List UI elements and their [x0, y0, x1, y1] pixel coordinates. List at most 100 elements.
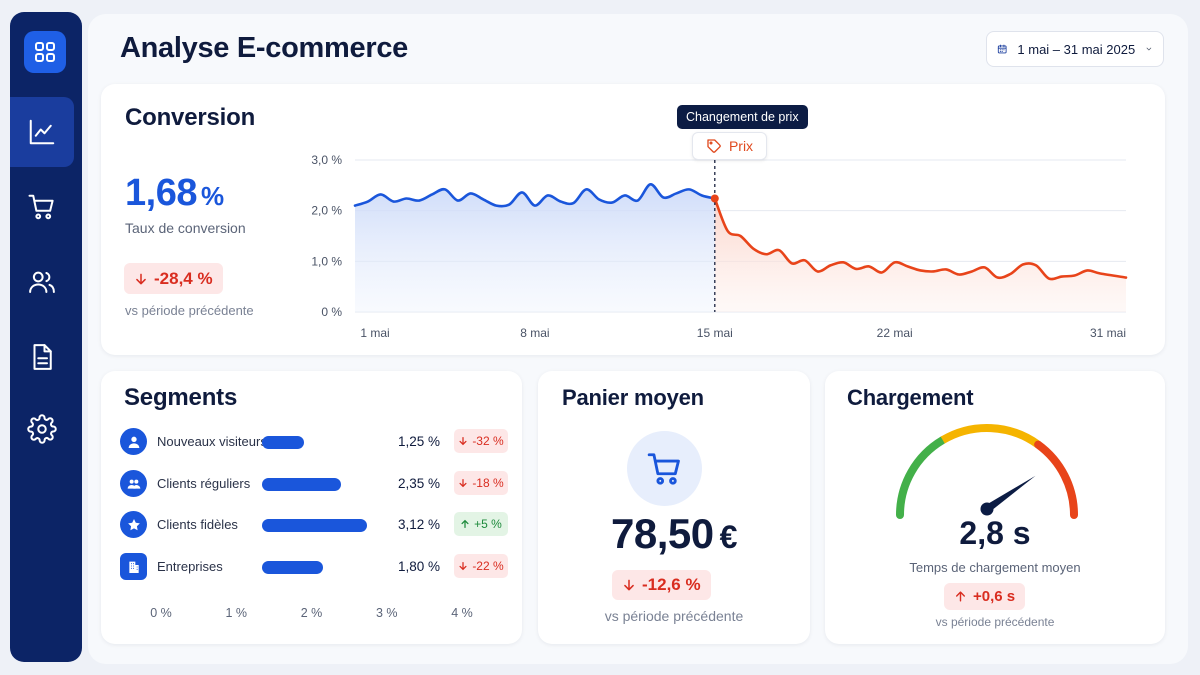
gauge-segment-warn	[940, 424, 1041, 448]
segment-row[interactable]: Nouveaux visiteurs 1,25 % -32 %	[120, 428, 510, 456]
segment-row[interactable]: Entreprises 1,80 % -22 %	[120, 553, 510, 581]
x-tick-label: 22 mai	[877, 326, 913, 340]
segment-bar	[262, 561, 323, 574]
conversion-rate-value: 1,68%	[125, 172, 224, 215]
segment-delta-value: -22 %	[472, 559, 504, 573]
load-time-delta-badge: +0,6 s	[944, 583, 1026, 610]
arrow-down-icon	[459, 562, 467, 571]
segment-label: Nouveaux visiteurs	[157, 434, 267, 449]
segment-x-tick: 1 %	[225, 606, 248, 620]
load-time-delta-value: +0,6 s	[973, 588, 1016, 605]
tag-icon	[707, 139, 721, 153]
panier-value: 78,50 €	[538, 510, 810, 558]
load-time-value: 2,8 s	[959, 515, 1031, 551]
users-icon	[120, 470, 147, 497]
conversion-delta-value: -28,4 %	[154, 268, 213, 288]
segment-x-tick: 4 %	[451, 606, 473, 620]
panier-currency: €	[719, 519, 738, 555]
page-title: Analyse E-commerce	[120, 32, 408, 64]
arrow-up-icon	[956, 591, 965, 602]
arrow-up-icon	[461, 519, 469, 528]
load-time-gauge	[896, 424, 1078, 519]
y-tick-label: 3,0 %	[311, 153, 342, 167]
panier-title: Panier moyen	[562, 385, 704, 410]
arrow-down-icon	[624, 579, 634, 591]
load-time-delta-note: vs période précédente	[935, 615, 1055, 629]
series-before-price-change-line	[353, 183, 717, 208]
gear-icon	[27, 414, 57, 444]
chart-line-icon	[29, 119, 55, 145]
segment-label: Entreprises	[157, 559, 223, 574]
y-tick-label: 1,0 %	[311, 254, 342, 268]
sidebar-item-analytics[interactable]	[10, 97, 74, 167]
cart-badge	[627, 431, 702, 506]
load-time-label: Temps de chargement moyen	[909, 560, 1081, 575]
segment-delta-badge: -22 %	[454, 554, 508, 578]
price-marker-label[interactable]: Prix	[692, 132, 767, 160]
series-before-price-change-area	[355, 184, 715, 312]
cart-icon	[28, 194, 54, 220]
gauge-segment-good	[896, 436, 947, 519]
segment-delta-value: -32 %	[472, 434, 504, 448]
price-change-point[interactable]	[710, 194, 719, 203]
panier-delta-badge: -12,6 %	[612, 570, 711, 600]
conversion-line-chart: 0 % 1,0 % 2,0 % 3,0 % 1 mai 8 mai 15 mai 22 mai…	[311, 153, 1128, 340]
conversion-rate-label: Taux de conversion	[125, 220, 246, 236]
segment-label: Clients réguliers	[157, 476, 251, 491]
sidebar	[10, 12, 82, 662]
x-tick-label: 1 mai	[360, 326, 389, 340]
sidebar-item-reports[interactable]	[10, 322, 74, 392]
arrow-down-icon	[136, 273, 146, 284]
segment-bar	[262, 478, 342, 491]
arrow-down-icon	[459, 437, 467, 446]
conversion-rate-number: 1,68	[125, 172, 197, 214]
date-range-picker[interactable]: 1 mai – 31 mai 2025	[986, 31, 1164, 67]
price-marker-text: Prix	[728, 138, 754, 154]
series-after-price-change-line	[713, 197, 1128, 281]
segment-row[interactable]: Clients réguliers 2,35 % -18 %	[120, 470, 510, 498]
users-icon	[29, 271, 55, 293]
price-change-tooltip: Changement de prix	[677, 105, 808, 129]
date-range-label: 1 mai – 31 mai 2025	[1017, 41, 1136, 57]
y-tick-label: 0 %	[321, 305, 342, 319]
segment-x-tick: 3 %	[375, 606, 398, 620]
segment-value: 1,25 %	[397, 434, 440, 449]
star-icon	[120, 511, 147, 538]
panier-delta-value: -12,6 %	[642, 575, 701, 594]
segment-x-tick: 0 %	[150, 606, 172, 620]
segment-value: 3,12 %	[397, 517, 440, 532]
segments-card	[101, 371, 522, 644]
segment-value: 1,80 %	[397, 559, 440, 574]
segments-title: Segments	[124, 384, 238, 411]
segment-delta-badge: -32 %	[454, 429, 508, 453]
gauge-hub	[980, 502, 994, 516]
user-icon	[120, 428, 147, 455]
segment-x-tick: 2 %	[300, 606, 323, 620]
document-icon	[33, 344, 52, 370]
segment-value: 2,35 %	[397, 476, 440, 491]
gauge-needle	[984, 475, 1036, 513]
segment-bar	[262, 436, 305, 449]
cart-icon	[647, 452, 680, 485]
series-after-price-change-area	[714, 198, 1126, 312]
chargement-title: Chargement	[847, 385, 974, 410]
conversion-title: Conversion	[125, 104, 256, 131]
segment-delta-value: +5 %	[474, 517, 502, 531]
arrow-down-icon	[459, 479, 467, 488]
segment-delta-value: -18 %	[472, 476, 504, 490]
segment-delta-badge: +5 %	[454, 512, 508, 536]
panier-card	[538, 371, 810, 644]
building-icon	[120, 553, 147, 580]
chevron-down-icon	[1146, 47, 1152, 51]
conversion-delta-note: vs période précédente	[125, 303, 254, 318]
segment-row[interactable]: Clients fidèles 3,12 % +5 %	[120, 511, 510, 539]
x-tick-label: 31 mai	[1090, 326, 1126, 340]
sidebar-item-settings[interactable]	[10, 394, 74, 464]
panier-amount: 78,50	[611, 510, 714, 557]
sidebar-item-customers[interactable]	[10, 247, 74, 317]
sidebar-item-orders[interactable]	[10, 172, 74, 242]
segment-label: Clients fidèles	[157, 517, 238, 532]
y-tick-label: 2,0 %	[311, 204, 342, 218]
dashboard-grid-icon[interactable]	[24, 31, 66, 73]
conversion-rate-unit: %	[200, 181, 224, 211]
